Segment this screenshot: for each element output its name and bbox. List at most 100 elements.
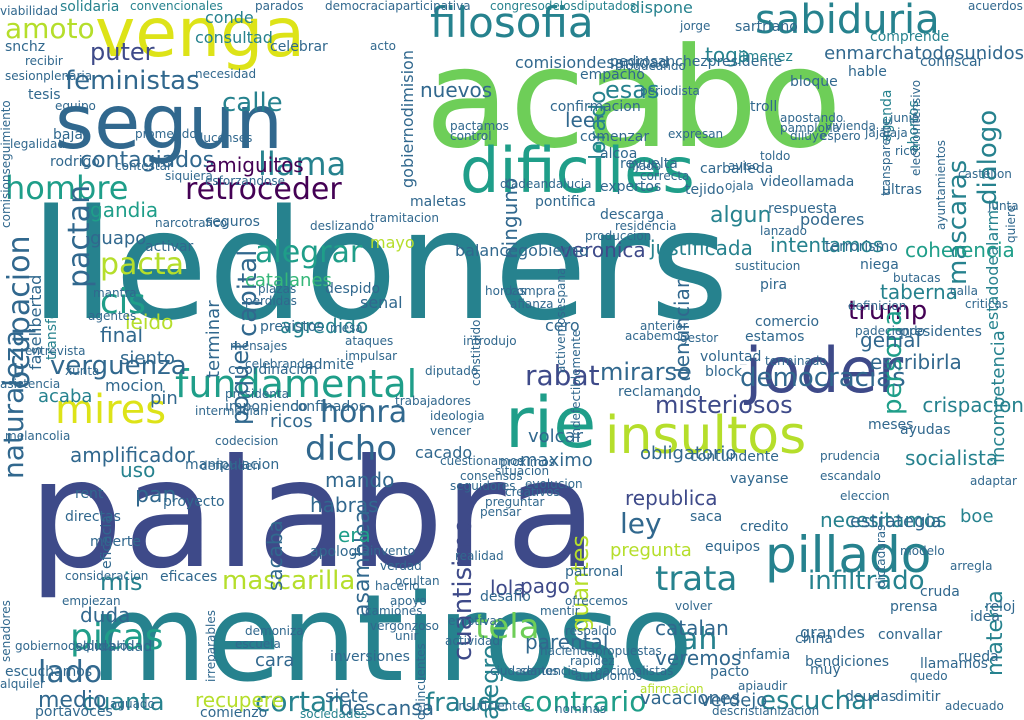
word-insuficientes: insuficientes	[455, 699, 531, 713]
word-joder: joder	[745, 334, 904, 407]
word-niega: niega	[860, 257, 899, 273]
word-dificiles: dificiles	[460, 134, 695, 207]
word-quiere: quiere	[1004, 205, 1018, 243]
word-misteriosos: misteriosos	[655, 391, 793, 419]
word-cruda: cruda	[920, 584, 960, 600]
word-cero: cero	[545, 316, 580, 335]
word-lanzado: lanzado	[760, 224, 807, 238]
word-nominas: nominas	[555, 702, 607, 716]
word-aviso: aviso	[728, 159, 760, 173]
word-maximo: maximo	[520, 450, 593, 471]
word-transparente: transparente	[879, 118, 893, 196]
word-evolucion: evolucion	[525, 477, 583, 491]
word-verguenza: verguenza	[50, 351, 187, 381]
word-catalan: catalan	[655, 616, 729, 640]
word-pensar: pensar	[480, 505, 522, 519]
word-verdejo: verdejo	[700, 690, 768, 711]
word-asistencia: asistencia	[0, 377, 61, 391]
word-lledoners: lledoners	[30, 177, 729, 354]
word-democracias: democracias	[740, 365, 747, 366]
word-feministas: feministas	[65, 66, 200, 96]
word-empacho: empacho	[580, 67, 645, 83]
word-junio: junio	[890, 111, 920, 125]
word-presidentes: presidentes	[900, 324, 982, 340]
word-muerte: muerte	[90, 534, 141, 550]
word-dictaduras: dictaduras	[874, 524, 888, 588]
word-cacado: cacado	[415, 443, 473, 462]
word-senadores: senadores	[0, 600, 13, 662]
word-llamamos: llamamos	[920, 656, 989, 672]
word-amiguitos: amiguitos	[205, 153, 304, 177]
word-parados: parados	[255, 0, 304, 13]
word-fraude: fraude	[425, 688, 510, 718]
word-proyecto: proyecto	[163, 494, 225, 510]
word-genial: genial	[860, 328, 922, 352]
word-indefectiblemente: indefectiblemente	[569, 329, 583, 439]
word-estamos: estamos	[745, 329, 805, 345]
word-rent: rent	[75, 486, 104, 502]
word-rico: rico	[895, 144, 918, 158]
word-siquiera: siquiera	[165, 169, 213, 183]
word-despido: despido	[325, 281, 381, 297]
word-respaldo: respaldo	[565, 624, 617, 638]
word-propuestas: propuestas	[595, 644, 662, 658]
word-duda: duda	[80, 603, 131, 627]
word-toga: toga	[705, 43, 751, 67]
word-xunta: xunta	[65, 364, 100, 378]
word-descansa: descansa	[340, 696, 435, 720]
word-acuerdos: acuerdos	[968, 0, 1023, 13]
word-admite: admite	[305, 357, 355, 373]
word-mesa: mesa	[330, 321, 363, 335]
word-fijado: fijado	[628, 159, 662, 173]
word-veronica: veronica	[560, 238, 646, 262]
word-mantra: mantra	[93, 286, 137, 300]
word-expertos: expertos	[600, 179, 662, 195]
word-dispone: dispone	[630, 0, 693, 17]
word-residencia: residencia	[615, 219, 677, 233]
word-senal: senal	[360, 293, 403, 312]
word-actividad: actividad	[445, 634, 501, 648]
word-amplificador: amplificador	[70, 443, 195, 467]
word-gobiernodimision: gobiernodimision	[398, 50, 417, 188]
word-escuchar: escuchar	[760, 686, 878, 716]
word-democraciaparticipativa: democraciaparticipativa	[325, 0, 471, 13]
word-tejido: tejido	[685, 182, 725, 198]
word-comienzo: comienzo	[200, 705, 268, 720]
word-melancolia: melancolia	[5, 429, 71, 443]
word-carballeda: carballeda	[700, 161, 774, 177]
word-seguros: seguros	[205, 214, 260, 230]
word-mentiroso: mentiroso	[90, 570, 694, 709]
word-equipo: equipo	[55, 99, 96, 113]
word-poderes: poderes	[800, 210, 865, 229]
word-prensa: prensa	[890, 599, 938, 615]
word-celebrar: celebrar	[270, 39, 328, 55]
word-pamplona: pamplona	[780, 121, 840, 135]
word-dicho: dicho	[305, 429, 398, 469]
word-calla: calla	[950, 284, 978, 298]
word-irreparables: irreparables	[204, 610, 218, 682]
word-ojala: ojala	[725, 179, 754, 193]
word-sartriano: sartriano	[735, 19, 798, 35]
word-respuesta: respuesta	[768, 201, 838, 217]
word-empiezan: empiezan	[62, 594, 121, 608]
word-acabo: acabo	[425, 18, 843, 179]
word-maletas: maletas	[410, 194, 467, 210]
word-portavoces: portavoces	[35, 704, 113, 720]
word-gobiernodelpueblo: gobiernodelpueblo	[15, 639, 128, 653]
word-reloj: reloj	[985, 599, 1016, 615]
word-convencionales: convencionales	[130, 0, 223, 13]
word-rabat: rabat	[525, 359, 600, 392]
word-necesitamos: necesitamos	[820, 508, 947, 532]
word-coordinacion: coordinacion	[228, 362, 318, 378]
word-equipos: equipos	[705, 539, 761, 555]
word-sociedades: sociedades	[300, 707, 368, 720]
word-proximos: proximos	[500, 455, 555, 469]
word-nacionalistas: nacionalistas	[595, 664, 674, 678]
word-confiscar: confiscar	[920, 54, 984, 70]
word-terrorismo: terrorismo	[825, 239, 898, 255]
word-vencer: vencer	[430, 424, 472, 438]
word-diadeandalucia: diadeandalucia	[500, 177, 592, 191]
word-sesionplenaria: sesionplenaria	[5, 69, 93, 83]
word-terminar: terminar	[203, 300, 224, 378]
word-criticas: criticas	[965, 297, 1009, 311]
